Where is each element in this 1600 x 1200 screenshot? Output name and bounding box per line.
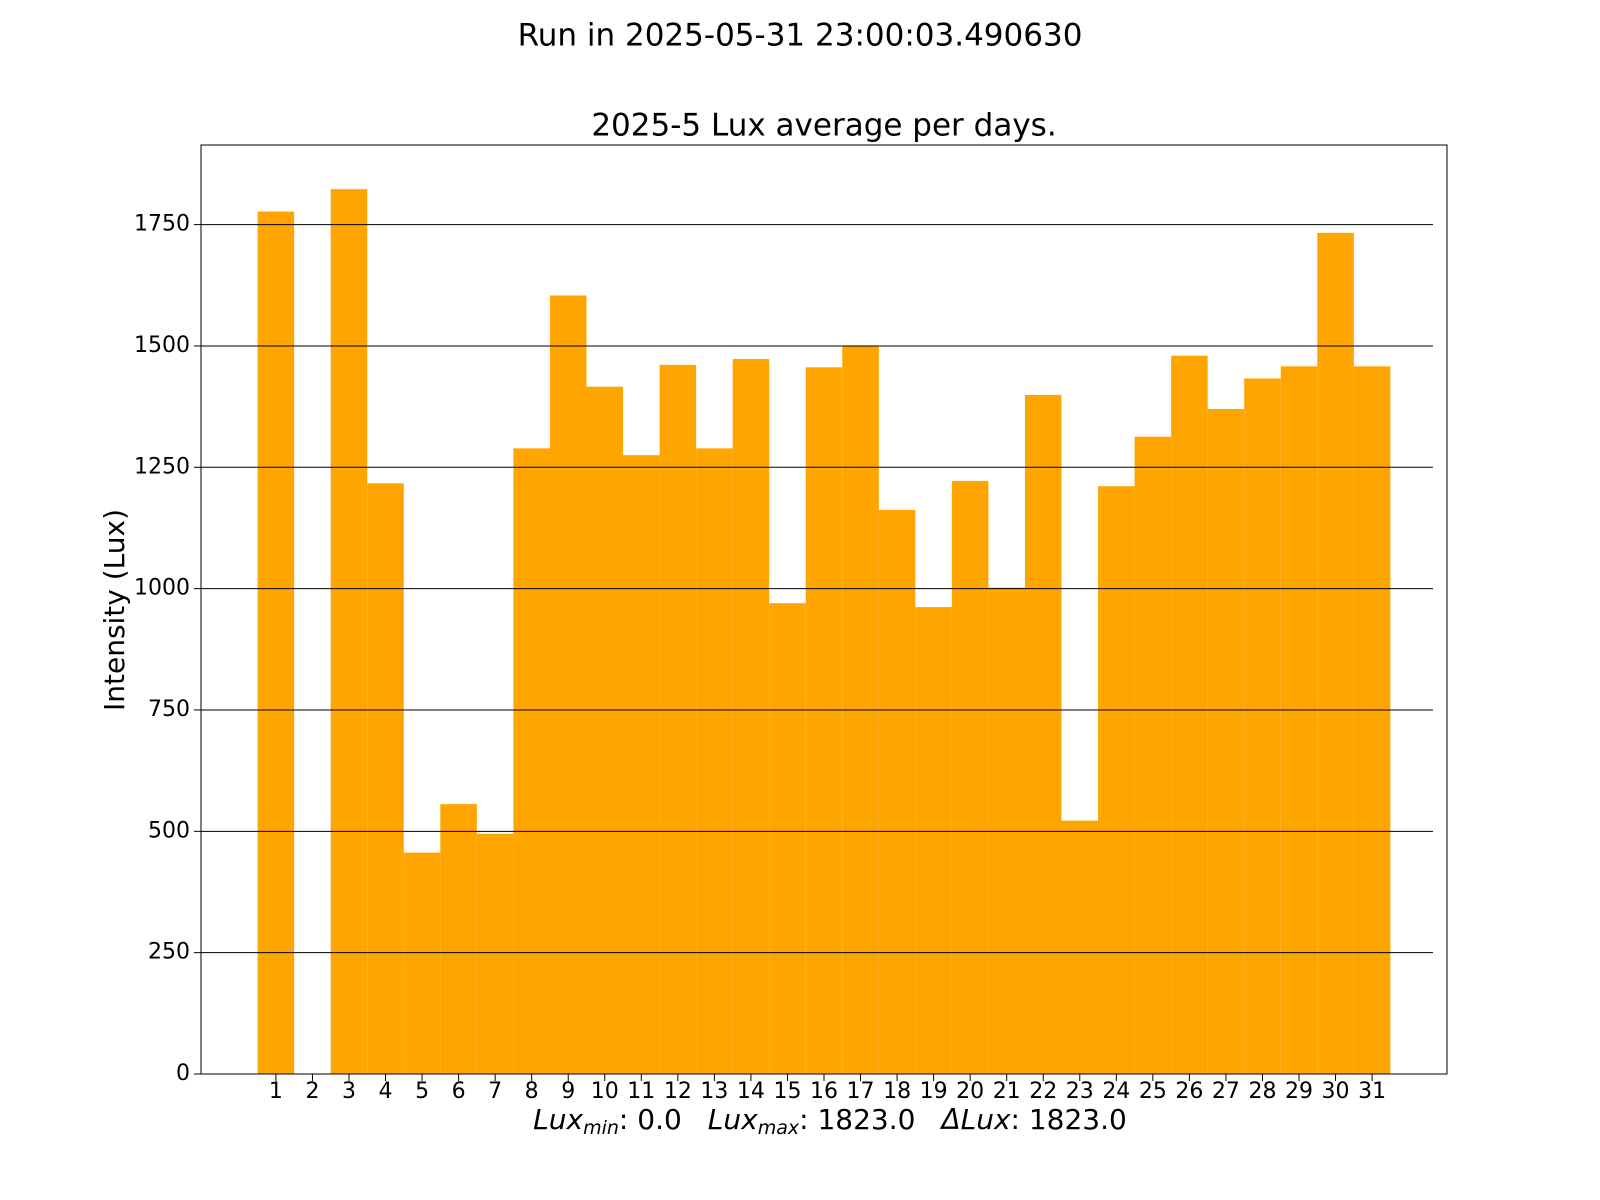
x-tick-label: 31 xyxy=(1358,1079,1386,1104)
bar xyxy=(1134,436,1172,1074)
x-tick-label: 14 xyxy=(737,1079,765,1104)
x-tick-label: 15 xyxy=(773,1079,801,1104)
bar xyxy=(1207,409,1245,1074)
bar xyxy=(696,448,733,1075)
y-tick-label: 0 xyxy=(176,1061,190,1086)
y-axis-label: Intensity (Lux) xyxy=(98,509,131,711)
x-tick-label: 12 xyxy=(664,1079,692,1104)
x-label-math: Lux xyxy=(708,1103,758,1136)
y-tick-label: 1750 xyxy=(134,212,190,237)
bar xyxy=(1353,366,1391,1074)
bar xyxy=(951,480,989,1074)
x-tick-label: 2 xyxy=(305,1079,319,1104)
y-tick-label: 250 xyxy=(148,940,190,965)
bar xyxy=(440,804,477,1074)
x-tick-label: 1 xyxy=(269,1079,283,1104)
x-label-text: : 1823.0 xyxy=(1011,1103,1127,1136)
x-tick-label: 27 xyxy=(1212,1079,1240,1104)
bar xyxy=(1098,486,1135,1074)
y-tick-label: 1500 xyxy=(134,333,190,358)
bar xyxy=(403,852,441,1074)
bar xyxy=(549,295,587,1075)
x-label-subscript: max xyxy=(758,1117,800,1139)
x-tick-label: 22 xyxy=(1029,1079,1057,1104)
bar xyxy=(367,483,404,1074)
bar xyxy=(257,211,295,1074)
x-tick-label: 17 xyxy=(847,1079,875,1104)
bar xyxy=(1280,366,1318,1074)
x-tick-label: 4 xyxy=(379,1079,393,1104)
x-tick-label: 8 xyxy=(525,1079,539,1104)
x-label-subscript: min xyxy=(583,1117,619,1139)
x-tick-label: 6 xyxy=(452,1079,466,1104)
x-tick-label: 3 xyxy=(342,1079,356,1104)
x-tick-label: 26 xyxy=(1175,1079,1203,1104)
bar xyxy=(659,364,697,1074)
bar xyxy=(1024,394,1062,1074)
bar xyxy=(1061,820,1099,1074)
x-tick-label: 30 xyxy=(1322,1079,1350,1104)
x-tick-label: 13 xyxy=(700,1079,728,1104)
x-tick-label: 28 xyxy=(1248,1079,1276,1104)
x-tick-label: 18 xyxy=(883,1079,911,1104)
x-tick-label: 7 xyxy=(488,1079,502,1104)
bar xyxy=(805,367,843,1074)
bar xyxy=(878,509,916,1074)
bar xyxy=(513,448,550,1075)
bar xyxy=(330,189,368,1074)
bar xyxy=(1171,355,1208,1074)
x-tick-label: 16 xyxy=(810,1079,838,1104)
x-tick-label: 19 xyxy=(920,1079,948,1104)
chart-title: 2025-5 Lux average per days. xyxy=(591,108,1056,144)
bar xyxy=(769,603,806,1074)
bar xyxy=(732,359,770,1074)
y-tick-label: 500 xyxy=(148,818,190,843)
y-tick-label: 1000 xyxy=(134,576,190,601)
x-tick-label: 9 xyxy=(561,1079,575,1104)
x-tick-label: 23 xyxy=(1066,1079,1094,1104)
bar xyxy=(476,833,514,1074)
bar xyxy=(1317,232,1354,1074)
plot-frame xyxy=(200,144,1448,1075)
x-tick-label: 5 xyxy=(415,1079,429,1104)
x-label-math: Lux xyxy=(533,1103,583,1136)
x-tick-label: 24 xyxy=(1102,1079,1130,1104)
bar xyxy=(623,455,660,1074)
bar xyxy=(915,607,952,1074)
x-label-math: ΔLux xyxy=(939,1103,1011,1136)
y-tick-label: 750 xyxy=(148,697,190,722)
x-tick-label: 29 xyxy=(1285,1079,1313,1104)
y-tick-label: 1250 xyxy=(134,454,190,479)
x-tick-label: 11 xyxy=(627,1079,655,1104)
x-tick-label: 10 xyxy=(591,1079,619,1104)
x-label-text: : 0.0 xyxy=(619,1103,682,1136)
x-tick-label: 20 xyxy=(956,1079,984,1104)
x-tick-label: 21 xyxy=(993,1079,1021,1104)
x-tick-label: 25 xyxy=(1139,1079,1167,1104)
bar xyxy=(1244,378,1281,1074)
bar xyxy=(586,386,624,1074)
x-axis-label: Luxmin: 0.0 Luxmax: 1823.0 ΔLux: 1823.0 xyxy=(533,1103,1127,1139)
x-label-text: : 1823.0 xyxy=(799,1103,915,1136)
suptitle: Run in 2025-05-31 23:00:03.490630 xyxy=(518,18,1083,54)
